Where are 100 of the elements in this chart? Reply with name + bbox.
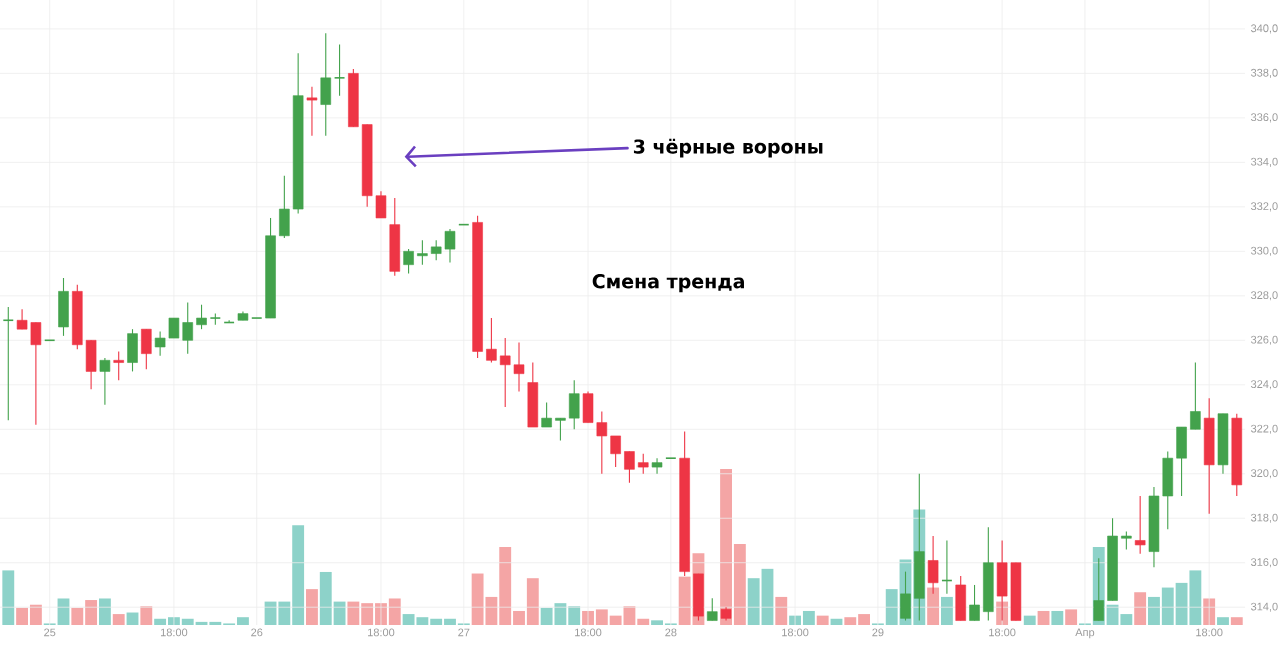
candlestick (168, 317, 180, 339)
x-tick-label: 18:00 (368, 628, 395, 637)
candlestick (1134, 495, 1146, 555)
bar (71, 607, 84, 625)
bar (802, 610, 815, 625)
bar (1120, 614, 1133, 625)
x-tick-label: 28 (665, 628, 677, 637)
bar (733, 543, 746, 625)
candlestick (513, 341, 525, 393)
y-tick-label: 328,0 (1251, 291, 1278, 301)
bar (306, 589, 318, 625)
candlestick (30, 321, 42, 426)
bar (526, 578, 539, 625)
y-tick-label: 316,0 (1251, 558, 1278, 568)
bar (1051, 610, 1064, 625)
x-tick-label: 25 (44, 628, 56, 637)
bar (1134, 592, 1147, 625)
candlestick (1190, 361, 1201, 430)
bar (1203, 598, 1216, 625)
x-tick-label: 18:00 (989, 628, 1016, 637)
bar (927, 587, 940, 625)
x-tick-label: 18:00 (575, 628, 602, 637)
bar (57, 598, 70, 625)
bar (816, 615, 829, 625)
bar (844, 617, 857, 625)
candlestick (610, 435, 621, 468)
candlestick (306, 86, 318, 137)
candlestick (596, 410, 608, 475)
y-tick-label: 318,0 (1251, 513, 1278, 523)
x-tick-label: 26 (251, 628, 263, 637)
candlestick (430, 239, 442, 261)
candlestick (555, 417, 566, 441)
y-tick-label: 320,0 (1251, 469, 1278, 479)
bar (29, 604, 42, 625)
candlestick (651, 457, 663, 475)
candlestick (375, 190, 387, 219)
bar (98, 598, 111, 625)
bar (720, 469, 732, 625)
x-tick-label: 18:00 (782, 628, 809, 637)
candlestick (16, 308, 28, 330)
bar (775, 596, 788, 625)
bar (319, 571, 332, 625)
candlestick (706, 597, 718, 622)
candlestick (99, 357, 111, 406)
bar (333, 601, 346, 625)
candlestick (333, 43, 346, 97)
y-tick-label: 332,0 (1251, 202, 1278, 212)
bar (430, 618, 443, 625)
x-tick-label: Апр (1075, 628, 1095, 639)
bar (513, 610, 525, 625)
bar (595, 609, 608, 625)
bar (761, 568, 774, 625)
bar (444, 618, 456, 625)
bar (1161, 587, 1174, 625)
bar (651, 620, 663, 625)
candlestick (196, 304, 207, 330)
candlestick (417, 239, 428, 266)
y-tick-label: 326,0 (1251, 335, 1278, 345)
x-tick-label: 29 (872, 628, 884, 637)
candlestick (444, 228, 456, 263)
bar (1037, 610, 1050, 625)
bar (609, 615, 622, 625)
candlestick (2, 306, 15, 421)
candlestick (182, 301, 193, 355)
annotation: 3 чёрные вороны (633, 138, 823, 158)
candlestick (486, 317, 497, 364)
bar (388, 598, 401, 625)
bar (858, 614, 871, 625)
candlestick (499, 337, 511, 408)
x-tick-label: 27 (458, 628, 470, 637)
candlestick (541, 402, 552, 428)
candlestick (637, 453, 649, 475)
y-tick-label: 338,0 (1251, 68, 1278, 78)
bar (278, 601, 291, 625)
bar (637, 618, 650, 625)
bar (140, 606, 153, 625)
annotation: Смена тренда (592, 274, 744, 293)
candlestick (154, 330, 166, 357)
bar (292, 525, 305, 625)
bar (112, 614, 125, 625)
bar (747, 578, 760, 625)
bar (1230, 617, 1243, 625)
y-tick-label: 330,0 (1251, 246, 1278, 256)
y-tick-label: 314,0 (1251, 602, 1278, 612)
bar (568, 606, 581, 625)
bar (85, 600, 98, 625)
candlestick (113, 350, 124, 381)
bar (1217, 617, 1229, 625)
bar (347, 601, 360, 625)
bar (209, 621, 222, 625)
candlestick (624, 450, 635, 484)
bar (361, 603, 374, 625)
bar (16, 607, 29, 625)
bar (499, 547, 512, 625)
x-tick-label: 18:00 (1196, 628, 1223, 637)
bar (2, 570, 15, 625)
candlestick (403, 248, 414, 275)
bar (1065, 609, 1078, 625)
bar (1023, 615, 1036, 625)
candlestick (969, 584, 980, 622)
